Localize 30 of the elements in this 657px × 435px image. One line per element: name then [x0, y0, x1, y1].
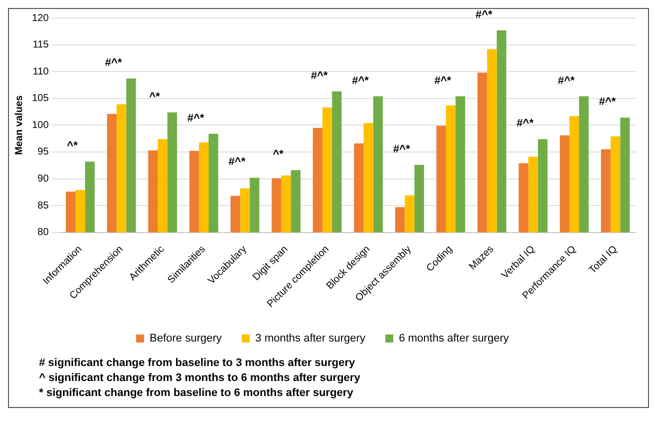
annotation: ^* [272, 148, 284, 161]
annotation: #^* [310, 70, 328, 82]
y-tick-label: 115 [32, 40, 50, 51]
annotation: #^* [476, 8, 494, 21]
annotation: #^* [434, 74, 452, 87]
text: # significant change from baseline to 3 months after surgery [39, 356, 356, 371]
legend-label: 6 months after surgery [398, 332, 510, 345]
legend-label: 3 months after surgery [255, 332, 366, 345]
y-tick-label: 95 [38, 146, 50, 158]
y-tick-label: 90 [38, 174, 50, 185]
y-tick-label: 100 [32, 120, 50, 131]
annotation: ^* [149, 90, 161, 103]
annotation: #^* [187, 112, 205, 124]
annotation: #^* [558, 74, 576, 87]
text: * significant change from baseline to 6 months after surgery [39, 386, 354, 401]
annotation: ^* [66, 140, 78, 152]
annotation: #^* [599, 96, 617, 108]
y-tick-label: 105 [32, 93, 50, 104]
annotation: #^* [105, 57, 123, 70]
y-tick-label: 120 [32, 12, 50, 24]
text: ^ significant change from 3 months to 6 months after surgery [39, 371, 362, 386]
y-axis-title: Mean values [14, 95, 25, 155]
annotation: #^* [516, 118, 534, 130]
annotation: #^* [352, 74, 370, 87]
annotation: #^* [393, 143, 411, 156]
y-tick-label: 110 [32, 66, 50, 78]
y-tick-label: 80 [38, 227, 50, 238]
y-tick-label: 85 [38, 200, 50, 212]
legend-label: Before surgery [150, 332, 222, 345]
annotation: #^* [228, 156, 246, 168]
